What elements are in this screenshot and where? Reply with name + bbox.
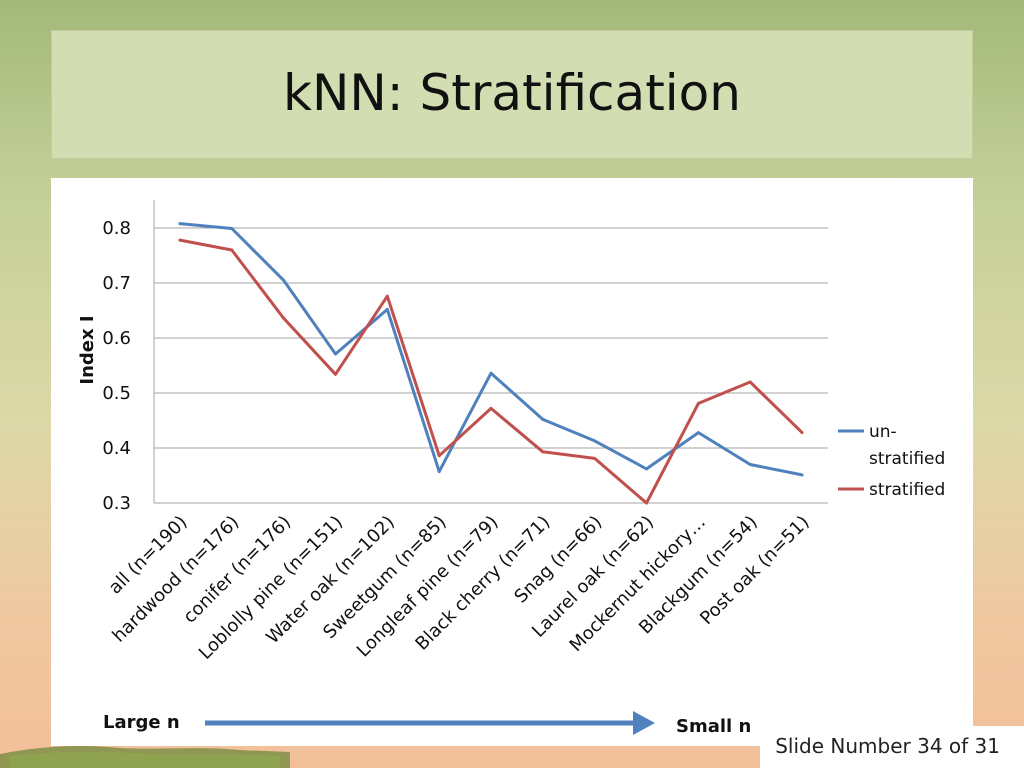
x-category-labels: all (n=190)hardwood (n=176)conifer (n=17…	[105, 512, 814, 664]
slide-number: Slide Number 34 of 31	[775, 734, 1000, 758]
data-point	[696, 431, 700, 435]
series-line-un-stratified	[179, 222, 803, 477]
data-point	[800, 473, 804, 477]
series-line-stratified	[179, 238, 804, 505]
data-point	[593, 456, 597, 460]
y-tick-labels: 0.8 0.7 0.6 0.5 0.4 0.3	[102, 218, 131, 514]
chart-panel: 0.8 0.7 0.6 0.5 0.4 0.3 all (n=190) hardwood (…	[51, 178, 973, 746]
data-point	[282, 316, 286, 320]
y-tick-label: 0.6	[102, 328, 131, 349]
data-point	[230, 227, 234, 231]
data-point	[696, 401, 700, 405]
footer-box: Slide Number 34 of 31	[760, 726, 1024, 768]
legend: un-stratified stratified	[838, 422, 945, 500]
data-point	[178, 222, 182, 226]
data-point	[645, 467, 649, 471]
data-point	[489, 371, 493, 375]
data-point	[437, 470, 441, 474]
small-n-label: Small n	[676, 716, 751, 737]
grass-decoration	[0, 746, 290, 768]
legend-label: stratified	[869, 480, 945, 500]
sample-size-arrow: Large n Small n	[103, 711, 751, 737]
data-point	[541, 417, 545, 421]
data-point	[437, 454, 441, 458]
title-box: kNN: Stratification	[51, 30, 973, 159]
large-n-label: Large n	[103, 712, 180, 733]
y-tick-label: 0.7	[102, 273, 131, 294]
y-tick-label: 0.4	[102, 438, 131, 459]
y-tick-label: 0.8	[102, 218, 131, 239]
data-point	[748, 380, 752, 384]
arrow-head	[633, 711, 655, 735]
line-chart: 0.8 0.7 0.6 0.5 0.4 0.3 all (n=190)hardwood (…	[77, 200, 945, 737]
y-tick-label: 0.3	[102, 493, 131, 514]
data-point	[541, 450, 545, 454]
legend-label: un-	[869, 422, 897, 442]
y-tick-label: 0.5	[102, 383, 131, 404]
data-point	[230, 248, 234, 252]
data-point	[385, 307, 389, 311]
data-point	[748, 463, 752, 466]
slide-title: kNN: Stratification	[283, 64, 741, 122]
data-point	[593, 439, 597, 443]
data-point	[178, 238, 182, 242]
gridlines	[154, 227, 828, 504]
data-point	[385, 294, 389, 298]
data-point	[282, 278, 286, 282]
legend-label: stratified	[869, 449, 945, 469]
data-point	[333, 352, 337, 356]
data-point	[645, 501, 649, 505]
y-axis-label: Index I	[77, 315, 98, 384]
series-lines	[178, 222, 804, 505]
data-point	[489, 406, 493, 410]
data-point	[800, 431, 804, 435]
data-point	[333, 372, 337, 376]
